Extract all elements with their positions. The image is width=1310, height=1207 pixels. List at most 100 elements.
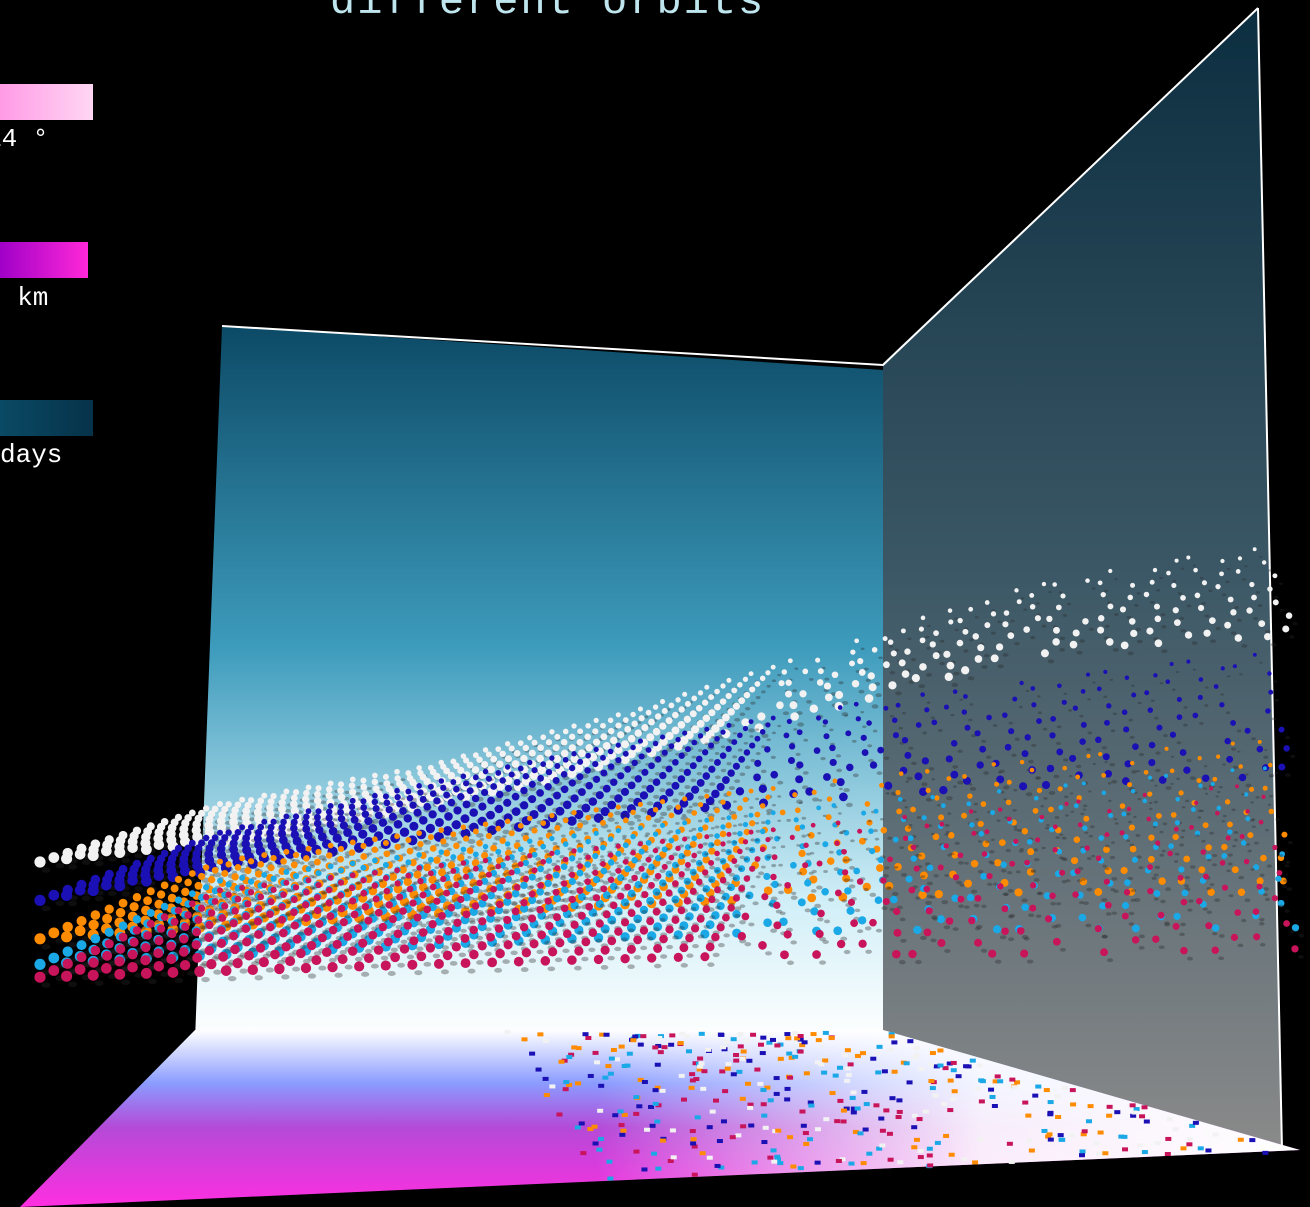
data-point <box>88 919 99 930</box>
data-point <box>871 647 878 653</box>
data-point <box>325 792 333 800</box>
data-point <box>665 788 674 797</box>
data-point <box>576 887 584 895</box>
data-point <box>748 829 754 835</box>
data-point <box>661 707 668 715</box>
data-point <box>720 824 726 830</box>
data-point <box>695 832 703 840</box>
data-point <box>860 734 867 741</box>
data-point <box>679 921 689 931</box>
data-point <box>742 725 749 732</box>
data-point <box>1086 753 1091 759</box>
data-point <box>327 842 334 849</box>
data-point <box>225 891 232 898</box>
point-shadow <box>1114 612 1119 616</box>
point-shadow <box>511 850 516 854</box>
point-shadow <box>819 936 827 942</box>
point-shadow <box>843 949 851 955</box>
point-shadow <box>1241 793 1245 796</box>
floor-fade <box>20 1030 1300 1207</box>
point-shadow <box>734 717 741 722</box>
point-shadow <box>930 938 937 943</box>
data-point <box>684 700 691 707</box>
point-shadow <box>1230 631 1237 635</box>
data-point <box>921 757 929 765</box>
point-shadow <box>367 874 372 878</box>
data-point <box>160 913 169 921</box>
data-point <box>283 848 290 855</box>
data-point <box>540 761 547 767</box>
point-shadow <box>161 909 169 915</box>
point-shadow <box>297 931 305 936</box>
point-shadow <box>901 799 907 802</box>
data-point <box>303 927 313 936</box>
data-point <box>1178 790 1184 796</box>
data-point <box>823 733 830 740</box>
point-shadow <box>1104 867 1110 871</box>
data-point <box>759 675 766 682</box>
data-point <box>652 831 659 837</box>
data-point <box>462 800 471 809</box>
data-point <box>722 713 730 722</box>
point-shadow <box>726 738 732 742</box>
point-shadow <box>1285 860 1291 864</box>
data-point <box>1224 621 1232 629</box>
point-shadow <box>816 885 823 890</box>
data-point <box>770 873 777 881</box>
data-point <box>485 832 492 839</box>
data-point <box>371 798 379 806</box>
point-shadow <box>370 819 379 824</box>
point-shadow <box>974 616 979 619</box>
data-point <box>217 887 223 894</box>
data-point <box>720 841 726 847</box>
data-point <box>1256 883 1263 890</box>
data-point <box>634 900 642 908</box>
data-point <box>1046 615 1053 623</box>
data-point <box>630 850 636 856</box>
data-point <box>403 814 412 823</box>
data-point <box>991 762 997 767</box>
point-shadow <box>957 749 963 753</box>
data-point <box>569 855 576 862</box>
point-shadow <box>845 802 853 808</box>
data-point <box>759 803 766 809</box>
point-shadow <box>463 905 470 910</box>
point-shadow <box>1284 864 1290 868</box>
data-point <box>337 793 346 802</box>
data-point <box>466 847 474 854</box>
data-point <box>1181 889 1189 897</box>
data-point <box>646 784 655 793</box>
point-shadow <box>868 758 874 763</box>
point-shadow <box>1053 774 1060 779</box>
point-shadow <box>999 769 1005 774</box>
data-point <box>1251 594 1257 601</box>
data-point <box>1244 727 1251 734</box>
data-point <box>627 734 636 743</box>
point-shadow <box>644 811 649 814</box>
data-point <box>600 885 608 893</box>
point-shadow <box>704 852 709 856</box>
data-point <box>305 866 312 873</box>
data-point <box>1146 816 1152 822</box>
point-shadow <box>1247 849 1252 853</box>
point-shadow <box>907 826 912 829</box>
data-point <box>702 749 709 756</box>
point-shadow <box>1201 601 1206 605</box>
point-shadow <box>714 752 720 756</box>
point-shadow <box>668 873 674 877</box>
point-shadow <box>884 866 890 870</box>
point-shadow <box>440 907 446 912</box>
point-shadow <box>1200 809 1204 812</box>
point-shadow <box>776 883 783 887</box>
point-shadow <box>479 837 485 841</box>
data-point <box>816 805 822 811</box>
data-point <box>87 885 99 897</box>
point-shadow <box>734 864 741 868</box>
data-point <box>726 722 732 728</box>
point-shadow <box>720 848 727 853</box>
point-shadow <box>285 938 293 944</box>
point-shadow <box>1062 758 1069 762</box>
data-point <box>292 813 300 820</box>
data-point <box>143 896 152 905</box>
data-point <box>765 836 771 843</box>
